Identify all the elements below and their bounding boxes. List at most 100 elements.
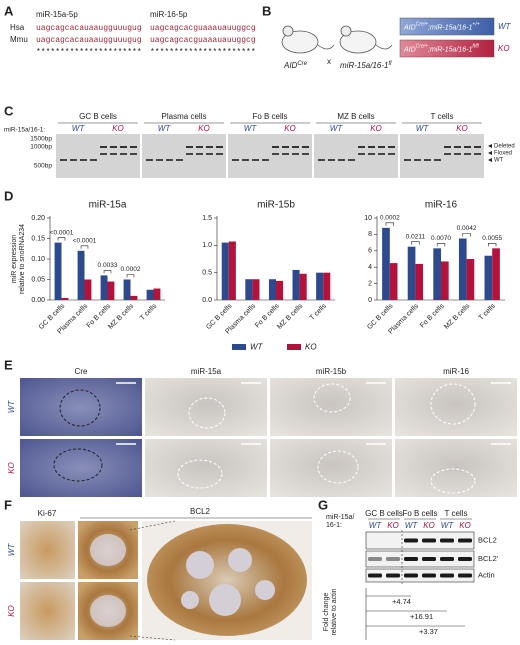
genotype-text: AIDCre/+;miR-15a/16-1+/+ [403,22,480,32]
micrograph [20,378,142,436]
blot-band [440,538,454,543]
genotype-label: KO [284,124,296,133]
legend-swatch [232,344,246,350]
column-label: miR-16 [443,367,469,376]
gel-band [358,153,365,155]
gel-band [444,153,451,155]
mouse-tail [317,44,335,50]
y-tick-label: 0 [368,297,372,304]
bar [221,242,229,300]
blot-band [422,538,436,543]
row-label: miR-15a/16-1: [4,127,45,134]
genotype-part: ;miR-15a/16-1 [428,24,472,31]
panel-label: B [262,3,271,18]
legend-label: WT [250,343,264,352]
band-label: BCL2' [478,554,499,563]
x-tick-label: T cells [309,302,329,322]
mouse-genotype: miR-15a/16-1fl [340,61,392,71]
panel-label: G [318,497,328,512]
fold-change: +4.74 [392,597,411,606]
column-label: BCL2 [190,507,211,516]
bar [433,248,441,300]
gel-band [252,159,259,161]
mouse-icon [339,30,377,54]
p-value: 0.0002 [380,215,400,222]
gel [228,134,312,178]
gel-band [302,146,309,148]
mouse-ear [282,25,294,37]
blot-band [368,557,382,561]
x-tick-label: T cells [139,302,159,322]
p-value: 0.0211 [406,233,426,240]
group-label: Fo B cells [402,509,437,518]
chart-title: miR-15a [89,200,127,211]
genotype-tag: KO [498,44,510,53]
x-tick-label: MZ B cells [443,302,471,330]
row-label: miR-15a/ [326,514,354,521]
sequence: uagcagcacguaaauauuggcg [150,24,256,33]
row-label: KO [7,605,16,617]
p-value: 0.0033 [98,262,118,269]
gel-band [474,146,481,148]
panel-label: C [4,103,14,118]
micrograph [270,378,392,436]
ladder-label: 500bp [34,163,52,170]
lane-label: WT [441,521,455,530]
blot-band [404,538,418,543]
bar [84,279,92,300]
gel [56,134,140,178]
group-label: Fo B cells [252,112,287,121]
gel-band [100,146,107,148]
gel-band [368,146,375,148]
group-label: GC B cells [365,509,403,518]
micrograph [145,439,267,497]
follicle-outline [317,450,359,484]
row-label: WT [7,543,16,557]
gel-band [206,153,213,155]
gel-band [60,159,67,161]
bar [107,281,115,300]
gel-band [70,159,77,161]
gel-band [196,146,203,148]
panel-label: D [4,188,13,203]
gel-band [368,153,375,155]
genotype-box [399,17,495,36]
gel-band [146,159,153,161]
bar [61,297,69,300]
group-label: MZ B cells [337,112,374,121]
gel-band [130,146,137,148]
bracket [126,274,135,278]
blot-band [440,557,454,561]
genotype-part: AID [403,46,416,53]
y-tick-label: 0.10 [31,256,45,263]
ladder-label: 1000bp [30,144,52,151]
y-tick-label: 0.05 [31,276,45,283]
allele: fl [388,61,392,67]
blot-band [458,538,472,543]
bar [484,255,493,300]
lane-label: KO [459,521,471,530]
gel [142,134,226,178]
p-value: <0.0001 [73,238,97,245]
gel-band [464,153,471,155]
genotype-part: Cre/+ [416,44,428,50]
gel-band [100,153,107,155]
x-tick-label: Fo B cells [419,302,446,329]
gel-band [378,146,385,148]
chart-title: miR-15b [257,200,295,211]
genotype-label: WT [416,124,430,133]
micrograph [20,521,75,579]
follicle [90,534,126,566]
follicle [255,580,275,600]
gel-band [404,159,411,161]
conservation: ********************** [36,48,142,57]
mouse-genotype: AIDCre [283,61,308,71]
gel-band [454,153,461,155]
y-axis-label: relative to actin [331,588,338,635]
y-tick-label: 0.0 [202,297,212,304]
gel-band [444,146,451,148]
conservation: ********************** [150,48,256,57]
bar [415,263,424,300]
legend-label: KO [305,343,317,352]
row-label: WT [7,400,16,414]
